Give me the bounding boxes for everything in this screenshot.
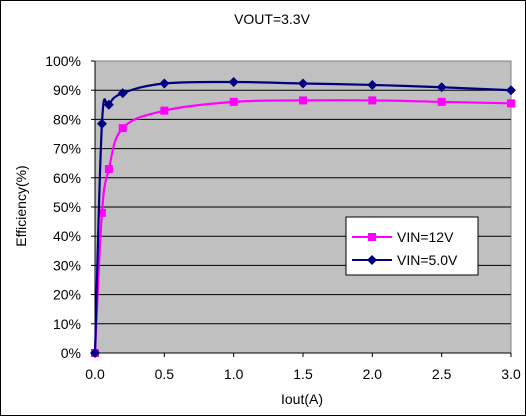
legend-swatch-marker (368, 233, 376, 241)
y-tick-label: 90% (53, 82, 81, 98)
data-point-marker (298, 78, 308, 89)
data-point-marker (228, 77, 239, 88)
data-point-marker (299, 96, 307, 105)
data-point-marker (117, 88, 128, 99)
legend-label: VIN=12V (397, 229, 454, 245)
y-tick-label: 70% (53, 141, 81, 157)
y-tick-label: 100% (45, 53, 81, 69)
data-point-marker (90, 348, 100, 358)
x-tick-label: 1.0 (224, 366, 244, 382)
y-tick-label: 60% (53, 170, 81, 186)
x-tick-label: 0.0 (85, 366, 105, 382)
data-point-marker (96, 118, 107, 129)
y-tick-label: 30% (53, 257, 81, 273)
y-tick-label: 40% (53, 228, 81, 244)
data-point-marker (506, 85, 516, 96)
legend-swatch-marker (367, 255, 377, 265)
x-tick-label: 2.5 (432, 366, 452, 382)
y-tick-label: 10% (53, 316, 81, 332)
data-point-marker (103, 99, 114, 110)
series-2 (90, 77, 516, 358)
y-tick-label: 20% (53, 287, 81, 303)
data-point-marker (436, 82, 447, 93)
data-point-marker (507, 99, 515, 108)
x-tick-label: 3.0 (501, 366, 521, 382)
data-point-marker (159, 78, 170, 89)
legend: VIN=12V VIN=5.0V (345, 216, 479, 276)
legend-label: VIN=5.0V (397, 252, 458, 268)
x-axis-title: Iout(A) (281, 391, 323, 407)
y-tick-label: 0% (61, 345, 81, 361)
x-tick-label: 2.0 (363, 366, 383, 382)
data-point-marker (229, 97, 238, 106)
series-group (90, 77, 516, 358)
y-tick-label: 50% (53, 199, 81, 215)
y-tick-label: 80% (53, 111, 81, 127)
data-point-marker (118, 124, 127, 133)
data-point-marker (160, 106, 169, 115)
x-tick-label: 1.5 (293, 366, 313, 382)
axes: 0% 10% 20% 30% 40% 50% 60% 70% 80% 90% 100% 0.0 0.5 1… (45, 53, 521, 382)
legend-box (345, 216, 479, 276)
y-axis-title: Efficiency(%) (13, 165, 29, 246)
data-point-marker (104, 165, 113, 174)
x-tick-label: 0.5 (155, 366, 175, 382)
data-point-marker (97, 208, 106, 217)
data-point-marker (437, 97, 446, 106)
data-point-marker (367, 79, 378, 90)
data-point-marker (368, 96, 377, 105)
series-line (93, 99, 512, 354)
chart-title: VOUT=3.3V (234, 11, 311, 27)
